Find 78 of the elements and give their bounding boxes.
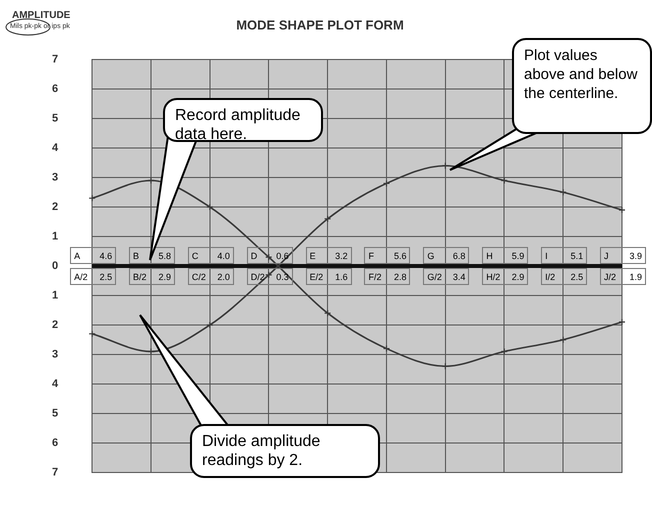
text: 1.9 xyxy=(629,272,642,282)
y-tick-label: 7 xyxy=(52,466,58,478)
annotation: C/2 xyxy=(192,272,206,282)
annotation: E xyxy=(310,250,316,260)
y-tick-label: 2 xyxy=(52,319,58,332)
y-tick-label: 5 xyxy=(52,407,58,420)
annotation: F/2 xyxy=(368,272,382,282)
y-tick-label: 1 xyxy=(52,290,58,302)
y-tick-label: 2 xyxy=(52,201,58,214)
point xyxy=(324,215,332,222)
point xyxy=(560,188,567,196)
annotation: 2.9 xyxy=(158,272,171,282)
annotation: Record amplitude data here. xyxy=(163,98,323,143)
annotation: J/2 xyxy=(604,272,616,282)
annotation: 2.5 xyxy=(100,272,112,282)
point xyxy=(324,310,332,317)
point xyxy=(206,321,214,329)
speech-bubble: Divide amplitude readings by 2. xyxy=(138,313,383,478)
annotation: 5.6 xyxy=(394,250,406,260)
annotation: 2.0 xyxy=(217,272,230,282)
point xyxy=(500,176,508,184)
annotation: 3.2 xyxy=(335,250,348,260)
annotation: 2.8 xyxy=(394,272,406,282)
point xyxy=(500,348,508,356)
y-axis-title: AMPLITUDE xyxy=(12,10,70,21)
annotation: H xyxy=(486,250,493,260)
annotation: B xyxy=(132,250,139,260)
y-tick-label: 5 xyxy=(52,112,58,125)
annotation: Divide amplitude readings by 2. xyxy=(190,424,380,478)
text: A/2 xyxy=(74,272,88,282)
point xyxy=(147,348,155,356)
annotation: 0.6 xyxy=(276,250,289,260)
annotation: 2.9 xyxy=(512,272,524,282)
annotation: 5.8 xyxy=(158,250,171,260)
annotation: G/2 xyxy=(427,272,442,282)
y-tick-label: 1 xyxy=(52,230,58,243)
annotation: E/2 xyxy=(310,272,324,282)
text: A xyxy=(74,250,80,260)
point xyxy=(265,254,272,261)
y-tick-label: 4 xyxy=(52,142,59,154)
point xyxy=(382,344,390,352)
annotation: 5.9 xyxy=(512,250,524,260)
y-tick-label: 3 xyxy=(52,172,58,184)
annotation: 6.8 xyxy=(452,250,466,260)
point xyxy=(560,336,567,344)
chart-title: MODE SHAPE PLOT FORM xyxy=(236,17,404,32)
annotation: 2.5 xyxy=(570,272,584,282)
point xyxy=(442,162,449,170)
annotation: 1.6 xyxy=(335,272,348,282)
y-tick-label: 3 xyxy=(52,348,58,360)
annotation: I/2 xyxy=(545,272,556,282)
annotation: C xyxy=(192,250,198,260)
annotation: F xyxy=(368,250,374,260)
speech-bubble: Plot values above and below the centerline. xyxy=(448,38,652,172)
y-tick-label: 6 xyxy=(52,436,58,449)
point xyxy=(147,176,155,184)
text: 3.9 xyxy=(629,250,642,260)
point xyxy=(382,180,390,188)
annotation: 5.1 xyxy=(570,250,584,260)
annotation: G xyxy=(427,250,434,260)
annotation: I xyxy=(545,250,548,260)
annotation: D/2 xyxy=(250,272,265,282)
y-tick-label: 7 xyxy=(52,54,58,66)
y-tick-label: 6 xyxy=(52,83,58,96)
y-tick-label: 4 xyxy=(52,378,59,390)
annotation: 3.4 xyxy=(452,272,466,282)
annotation: D xyxy=(250,250,258,260)
point xyxy=(442,362,449,370)
annotation: J xyxy=(604,250,608,260)
annotation: H/2 xyxy=(486,272,500,282)
annotation: 0.3 xyxy=(276,272,289,282)
point xyxy=(265,271,272,278)
annotation: Plot values above and below the centerline. xyxy=(512,38,652,134)
y-tick-label: 0 xyxy=(52,260,58,272)
annotation: 4.6 xyxy=(100,250,112,260)
annotation: 4.0 xyxy=(217,250,230,260)
annotation: B/2 xyxy=(132,272,146,282)
point xyxy=(206,203,214,211)
